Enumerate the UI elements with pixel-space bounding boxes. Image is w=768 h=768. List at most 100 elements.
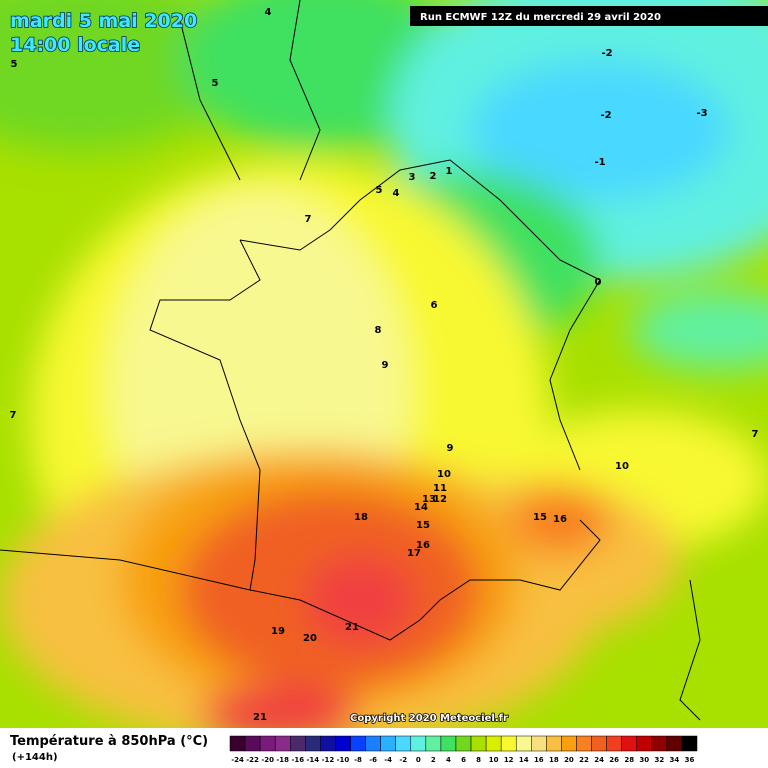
scale-label: -20 bbox=[261, 756, 274, 764]
scale-swatch bbox=[229, 735, 246, 752]
color-scale: -24 -22 -20 -18 -16 -14 -12 -10 -8 -6 -4 -2 0 2 4 6 8 10 1… bbox=[229, 735, 698, 764]
footer-title: Température à 850hPa (°C) bbox=[10, 734, 208, 749]
scale-swatch bbox=[500, 735, 517, 752]
scale-label: -14 bbox=[307, 756, 320, 764]
scale-label: -22 bbox=[246, 756, 259, 764]
date-title: mardi 5 mai 2020 bbox=[10, 10, 197, 32]
contour-label: 20 bbox=[303, 633, 317, 644]
scale-swatch bbox=[305, 735, 321, 752]
contour-label: 5 bbox=[11, 59, 18, 70]
contour-label: -3 bbox=[696, 108, 707, 119]
contour-label: 7 bbox=[752, 429, 759, 440]
scale-swatch bbox=[455, 735, 472, 752]
scale-swatch bbox=[515, 735, 532, 752]
contour-label: 5 bbox=[212, 78, 219, 89]
scale-label: 18 bbox=[549, 756, 559, 764]
contour-label: 10 bbox=[615, 461, 629, 472]
scale-swatch bbox=[681, 735, 698, 752]
scale-label: 14 bbox=[519, 756, 529, 764]
contour-label: 15 bbox=[533, 512, 547, 523]
contour-label: 4 bbox=[393, 188, 400, 199]
contour-label: 21 bbox=[253, 712, 267, 723]
scale-swatch bbox=[440, 735, 457, 752]
contour-label: 4 bbox=[265, 7, 272, 18]
temperature-field bbox=[0, 0, 768, 750]
scale-label: -8 bbox=[354, 756, 362, 764]
scale-label: -24 bbox=[231, 756, 244, 764]
scale-label: 24 bbox=[594, 756, 604, 764]
scale-label: -18 bbox=[276, 756, 289, 764]
contour-label: 8 bbox=[375, 325, 382, 336]
scale-label: 10 bbox=[489, 756, 499, 764]
contour-label: 12 bbox=[433, 494, 447, 505]
contour-label: 13 bbox=[422, 494, 436, 505]
scale-label: 6 bbox=[461, 756, 466, 764]
scale-swatch bbox=[290, 735, 306, 752]
scale-label: -10 bbox=[337, 756, 350, 764]
scale-swatch bbox=[470, 735, 487, 752]
scale-swatch bbox=[274, 735, 291, 752]
scale-swatch bbox=[546, 735, 562, 752]
scale-label: 32 bbox=[654, 756, 664, 764]
contour-label: 11 bbox=[433, 483, 447, 494]
run-info: Run ECMWF 12Z du mercredi 29 avril 2020 bbox=[420, 12, 661, 23]
contour-label: 14 bbox=[414, 502, 428, 513]
contour-label: 9 bbox=[447, 443, 454, 454]
contour-label: 16 bbox=[416, 540, 430, 551]
contour-label: -2 bbox=[600, 110, 611, 121]
contour-label: 16 bbox=[553, 514, 567, 525]
contour-label: 19 bbox=[271, 626, 285, 637]
contour-label: 9 bbox=[382, 360, 389, 371]
scale-label: 4 bbox=[446, 756, 451, 764]
contour-label: 7 bbox=[305, 214, 312, 225]
scale-swatch bbox=[365, 735, 381, 752]
contour-label: 0 bbox=[595, 277, 602, 288]
contour-label: 6 bbox=[431, 300, 438, 311]
scale-swatch bbox=[651, 735, 668, 752]
scale-swatch bbox=[576, 735, 592, 752]
scale-label: 34 bbox=[670, 756, 680, 764]
contour-label: 1 bbox=[446, 166, 453, 177]
scale-swatch bbox=[350, 735, 366, 752]
contour-label: 7 bbox=[10, 410, 17, 421]
scale-label: -16 bbox=[291, 756, 304, 764]
scale-swatch bbox=[621, 735, 637, 752]
contour-label: 21 bbox=[345, 622, 359, 633]
scale-swatch bbox=[395, 735, 412, 752]
footer-lead: (+144h) bbox=[12, 752, 58, 763]
scale-swatch bbox=[591, 735, 607, 752]
copyright: Copyright 2020 Meteociel.fr bbox=[350, 713, 508, 724]
run-box bbox=[410, 6, 768, 26]
scale-label: -2 bbox=[399, 756, 407, 764]
scale-label: 16 bbox=[534, 756, 544, 764]
contour-label: 18 bbox=[354, 512, 368, 523]
scale-swatch bbox=[259, 735, 276, 752]
coastlines bbox=[0, 0, 701, 721]
scale-label: 2 bbox=[431, 756, 436, 764]
scale-swatch bbox=[531, 735, 547, 752]
contour-label: 10 bbox=[437, 469, 451, 480]
time-title: 14:00 locale bbox=[10, 34, 140, 56]
scale-label: 26 bbox=[609, 756, 619, 764]
scale-swatch bbox=[425, 735, 442, 752]
contour-label: 15 bbox=[416, 520, 430, 531]
scale-swatch bbox=[485, 735, 502, 752]
contour-label: 17 bbox=[407, 548, 421, 559]
scale-swatch bbox=[320, 735, 336, 752]
scale-label: -4 bbox=[384, 756, 392, 764]
scale-label: 28 bbox=[624, 756, 634, 764]
contour-label: 5 bbox=[376, 185, 383, 196]
scale-swatch bbox=[244, 735, 261, 752]
scale-swatch bbox=[606, 735, 622, 752]
scale-swatch bbox=[561, 735, 577, 752]
scale-label: -6 bbox=[369, 756, 377, 764]
scale-label: 0 bbox=[416, 756, 421, 764]
contour-label: 2 bbox=[430, 171, 437, 182]
scale-label: -12 bbox=[322, 756, 335, 764]
scale-label: 12 bbox=[504, 756, 514, 764]
scale-swatch bbox=[666, 735, 683, 752]
contour-label: 3 bbox=[409, 172, 416, 183]
